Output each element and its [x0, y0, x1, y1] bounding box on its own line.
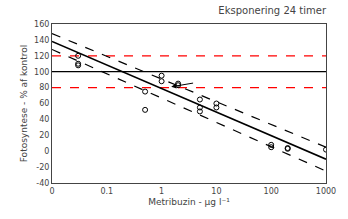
svg-text:-20: -20 — [36, 163, 49, 172]
svg-text:40: 40 — [39, 115, 49, 124]
svg-text:120: 120 — [34, 52, 49, 61]
svg-text:160: 160 — [34, 20, 49, 29]
svg-text:1000: 1000 — [316, 187, 336, 196]
svg-text:20: 20 — [39, 131, 49, 140]
svg-text:Fotosyntese - % af kontrol: Fotosyntese - % af kontrol — [19, 45, 29, 162]
svg-text:100: 100 — [34, 68, 49, 77]
svg-text:0: 0 — [49, 187, 54, 196]
svg-text:1: 1 — [159, 187, 164, 196]
svg-text:10: 10 — [211, 187, 221, 196]
svg-text:Eksponering 24 timer: Eksponering 24 timer — [218, 5, 327, 16]
svg-text:140: 140 — [34, 36, 49, 45]
svg-text:100: 100 — [264, 187, 279, 196]
svg-text:0: 0 — [44, 147, 49, 156]
svg-text:Metribuzin - µg l⁻¹: Metribuzin - µg l⁻¹ — [148, 197, 230, 207]
svg-text:60: 60 — [39, 99, 49, 108]
svg-text:-40: -40 — [36, 179, 49, 188]
svg-text:80: 80 — [39, 83, 49, 92]
svg-text:0.1: 0.1 — [100, 187, 113, 196]
